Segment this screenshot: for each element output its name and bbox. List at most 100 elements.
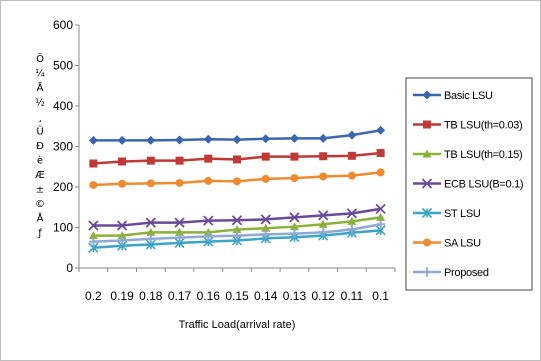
data-point bbox=[233, 177, 241, 186]
series-tb-lsu-th-0-03 bbox=[89, 148, 385, 168]
data-point bbox=[318, 133, 328, 143]
data-point bbox=[146, 227, 156, 236]
data-point bbox=[203, 231, 213, 241]
data-point bbox=[88, 237, 98, 247]
y-axis-title-glyph: è bbox=[37, 155, 43, 167]
y-axis-title-glyph: ƒ bbox=[37, 228, 42, 239]
x-tick-label: 0.17 bbox=[168, 289, 192, 303]
y-axis-title-glyph: ± bbox=[36, 185, 44, 196]
data-point bbox=[88, 135, 98, 145]
data-point bbox=[261, 174, 270, 183]
data-point bbox=[376, 219, 386, 229]
y-tick-label: 100 bbox=[53, 221, 73, 235]
data-point bbox=[175, 156, 184, 165]
x-tick-label: 0.16 bbox=[197, 289, 221, 303]
legend-marker bbox=[421, 178, 433, 189]
x-axis-title: Traffic Load(arrival rate) bbox=[179, 319, 296, 331]
data-point bbox=[260, 214, 271, 225]
data-point bbox=[89, 159, 98, 168]
legend-marker bbox=[422, 149, 432, 158]
data-point bbox=[117, 235, 127, 245]
x-tick-label: 0.2 bbox=[85, 289, 102, 303]
legend-label: Proposed bbox=[444, 267, 489, 279]
data-point bbox=[88, 220, 99, 231]
y-tick-label: 600 bbox=[53, 18, 73, 32]
data-point bbox=[376, 168, 385, 177]
data-point bbox=[233, 155, 241, 164]
x-tick-label: 0.18 bbox=[139, 289, 163, 303]
data-point bbox=[232, 231, 242, 241]
data-point bbox=[89, 180, 98, 189]
data-point bbox=[318, 219, 328, 228]
legend-label: TB LSU(th=0.15) bbox=[444, 149, 522, 161]
legend-item: ST LSU bbox=[413, 207, 481, 220]
x-axis-ticks: 0.2 0.19 0.18 0.17 0.16 0.15 0.14 0.13 0.12 0.11 0… bbox=[78, 268, 396, 303]
data-point bbox=[118, 179, 127, 188]
legend-marker bbox=[421, 207, 433, 219]
x-tick-label: 0.12 bbox=[312, 289, 336, 303]
y-tick-label: 400 bbox=[53, 99, 73, 113]
data-point bbox=[232, 225, 242, 234]
data-point bbox=[319, 152, 328, 161]
data-point bbox=[289, 212, 300, 223]
data-point bbox=[375, 203, 386, 215]
y-axis-title-glyph: Æ bbox=[35, 170, 45, 181]
legend-label: TB LSU(th=0.03) bbox=[444, 120, 522, 132]
legend-label: SA LSU bbox=[444, 238, 481, 250]
data-point bbox=[347, 225, 357, 235]
data-point bbox=[175, 227, 185, 236]
data-point bbox=[261, 229, 271, 239]
data-point bbox=[231, 215, 243, 226]
legend: Basic LSU TB LSU(th=0.03) TB LSU(th=0.15) E… bbox=[405, 77, 533, 291]
series-sa-lsu bbox=[89, 168, 385, 189]
series-layer bbox=[88, 125, 386, 253]
data-point bbox=[318, 227, 328, 237]
legend-item: TB LSU(th=0.03) bbox=[413, 120, 523, 132]
x-tick-label: 0.11 bbox=[341, 289, 364, 303]
data-point bbox=[290, 174, 299, 183]
legend-label: ECB LSU(B=0.1) bbox=[444, 179, 523, 191]
x-tick-label: 0.14 bbox=[254, 289, 278, 303]
data-point bbox=[204, 154, 213, 163]
data-point bbox=[175, 135, 185, 145]
legend-item: Basic LSU bbox=[413, 90, 493, 102]
y-tick-label: 500 bbox=[53, 59, 73, 73]
series-proposed bbox=[88, 219, 386, 247]
legend-label: Basic LSU bbox=[444, 90, 493, 102]
data-point bbox=[376, 125, 386, 135]
data-point bbox=[118, 157, 127, 166]
y-tick-label: 0 bbox=[66, 261, 73, 275]
data-point bbox=[88, 231, 98, 240]
y-axis-title-glyph: Å bbox=[37, 212, 44, 225]
x-tick-label: 0.15 bbox=[225, 289, 249, 303]
y-tick-label: 300 bbox=[53, 140, 73, 154]
y-axis-title-glyph: © bbox=[35, 199, 45, 210]
data-point bbox=[117, 135, 127, 145]
data-point bbox=[290, 152, 299, 161]
y-axis-title-glyph: Å bbox=[37, 81, 44, 94]
series-ecb-lsu-b-0-1 bbox=[88, 203, 386, 231]
data-point bbox=[261, 152, 270, 161]
data-point bbox=[145, 217, 156, 228]
data-point bbox=[376, 148, 385, 157]
legend-item: ECB LSU(B=0.1) bbox=[413, 178, 524, 191]
data-point bbox=[261, 223, 271, 232]
data-point bbox=[347, 130, 357, 140]
data-point bbox=[346, 208, 358, 219]
legend-item: SA LSU bbox=[413, 238, 481, 250]
data-point bbox=[203, 134, 213, 144]
y-axis-title-glyph: Ö bbox=[36, 52, 44, 65]
data-point bbox=[146, 179, 155, 188]
legend-marker bbox=[422, 267, 432, 277]
y-axis-title-glyph: ¼ bbox=[35, 68, 45, 80]
data-point bbox=[261, 134, 271, 144]
data-point bbox=[319, 172, 328, 181]
data-point bbox=[347, 171, 356, 180]
legend-item: Proposed bbox=[413, 267, 489, 279]
legend-label: ST LSU bbox=[444, 208, 481, 220]
data-point bbox=[146, 135, 156, 145]
data-point bbox=[146, 234, 156, 244]
data-point bbox=[174, 217, 185, 228]
